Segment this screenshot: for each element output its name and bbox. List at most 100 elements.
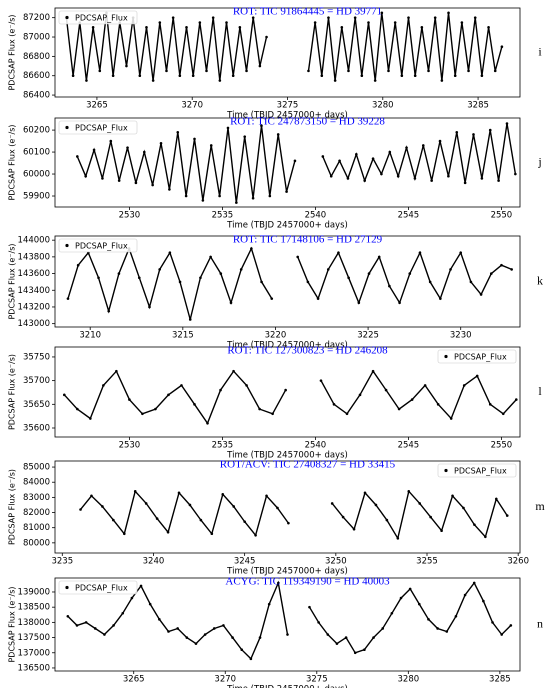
flux-point bbox=[332, 403, 336, 406]
flux-point bbox=[505, 122, 509, 125]
flux-point bbox=[111, 74, 115, 78]
flux-point bbox=[427, 69, 430, 73]
y-tick-label: 86800 bbox=[23, 52, 50, 62]
flux-point bbox=[115, 369, 118, 373]
flux-point bbox=[367, 21, 370, 24]
flux-point bbox=[107, 309, 111, 313]
flux-point bbox=[235, 201, 238, 204]
x-tick-label: 3210 bbox=[79, 331, 101, 341]
legend-marker bbox=[444, 468, 448, 473]
flux-point bbox=[138, 74, 142, 78]
flux-point bbox=[229, 301, 233, 305]
y-tick-label: 139000 bbox=[18, 587, 50, 597]
flux-point bbox=[377, 255, 381, 259]
flux-point bbox=[510, 268, 513, 271]
flux-point bbox=[400, 74, 404, 78]
flux-point bbox=[473, 523, 476, 526]
x-tick-label: 3240 bbox=[143, 557, 165, 567]
flux-point bbox=[188, 503, 192, 507]
flux-point bbox=[385, 518, 389, 522]
flux-point bbox=[371, 369, 375, 373]
flux-point bbox=[449, 417, 453, 420]
x-tick-label: 3285 bbox=[489, 675, 511, 685]
flux-point bbox=[178, 280, 182, 284]
flux-point bbox=[206, 421, 209, 425]
flux-point bbox=[130, 596, 134, 600]
flux-point bbox=[396, 536, 400, 540]
flux-point bbox=[438, 139, 442, 143]
flux-point bbox=[501, 412, 505, 416]
flux-point bbox=[484, 535, 487, 539]
x-tick-label: 2545 bbox=[398, 211, 420, 221]
y-tick-label: 35750 bbox=[23, 352, 50, 362]
flux-point bbox=[388, 284, 391, 288]
flux-point bbox=[472, 581, 476, 585]
panel: 3265 3270 3275 3280 3285 86400 86600 86800 87000… bbox=[8, 6, 543, 121]
legend-marker bbox=[65, 585, 69, 590]
x-tick-label: 3265 bbox=[86, 101, 108, 111]
flux-point bbox=[407, 16, 410, 19]
flux-point bbox=[500, 263, 503, 267]
flux-point bbox=[463, 593, 467, 597]
x-tick-label: 3275 bbox=[306, 675, 328, 685]
y-axis-label: PDCSAP Flux (e⁻/s) bbox=[8, 14, 17, 90]
flux-point bbox=[243, 135, 247, 138]
flux-point bbox=[177, 491, 181, 495]
x-axis-label: Time (TBJD 2457000+ days) bbox=[226, 567, 348, 577]
flux-point bbox=[429, 515, 432, 519]
flux-point bbox=[221, 493, 225, 496]
flux-point bbox=[514, 398, 518, 401]
flux-point bbox=[238, 26, 242, 29]
flux-point bbox=[360, 74, 364, 78]
flux-point bbox=[232, 369, 235, 373]
x-axis-label: Time (TBJD 2457000+ days) bbox=[226, 451, 348, 461]
flux-point bbox=[243, 520, 246, 523]
flux-point bbox=[210, 532, 214, 536]
plot-frame bbox=[54, 235, 521, 328]
flux-point bbox=[76, 407, 79, 411]
flux-point bbox=[231, 636, 234, 639]
flux-point bbox=[509, 624, 513, 627]
y-tick-label: 59900 bbox=[23, 192, 50, 202]
flux-point bbox=[387, 69, 390, 73]
legend-label: PDCSAP_Flux bbox=[75, 242, 128, 251]
flux-point bbox=[329, 174, 333, 178]
flux-line bbox=[67, 246, 512, 320]
flux-point bbox=[205, 69, 208, 73]
flux-point bbox=[374, 503, 378, 507]
flux-point bbox=[93, 627, 97, 630]
y-tick-label: 81000 bbox=[23, 523, 50, 533]
flux-point bbox=[265, 494, 268, 498]
y-tick-label: 143400 bbox=[18, 286, 50, 296]
flux-point bbox=[203, 633, 207, 636]
flux-point bbox=[423, 384, 427, 387]
flux-point bbox=[413, 74, 417, 78]
y-tick-label: 143600 bbox=[18, 269, 50, 279]
flux-point bbox=[188, 318, 192, 321]
flux-point bbox=[90, 494, 93, 498]
x-tick-label: 3260 bbox=[507, 557, 529, 567]
flux-point bbox=[79, 508, 82, 511]
flux-point bbox=[142, 150, 146, 154]
flux-point bbox=[66, 297, 70, 300]
y-tick-label: 83000 bbox=[23, 493, 50, 503]
x-tick-label: 2545 bbox=[398, 441, 420, 451]
y-tick-label: 143800 bbox=[18, 252, 50, 262]
flux-point bbox=[97, 276, 100, 280]
flux-point bbox=[469, 280, 473, 284]
flux-point bbox=[239, 268, 243, 271]
flux-point bbox=[126, 146, 129, 149]
flux-point bbox=[137, 276, 141, 280]
flux-point bbox=[112, 518, 115, 522]
flux-point bbox=[321, 155, 325, 158]
legend-label: PDCSAP_Flux bbox=[75, 584, 128, 593]
flux-point bbox=[285, 190, 288, 193]
flux-point bbox=[101, 177, 104, 180]
x-tick-label: 3215 bbox=[172, 331, 194, 341]
flux-point bbox=[71, 74, 75, 78]
flux-point bbox=[226, 126, 230, 130]
flux-point bbox=[449, 268, 452, 271]
flux-point bbox=[479, 293, 483, 296]
flux-point bbox=[151, 183, 154, 187]
flux-point bbox=[125, 64, 128, 68]
